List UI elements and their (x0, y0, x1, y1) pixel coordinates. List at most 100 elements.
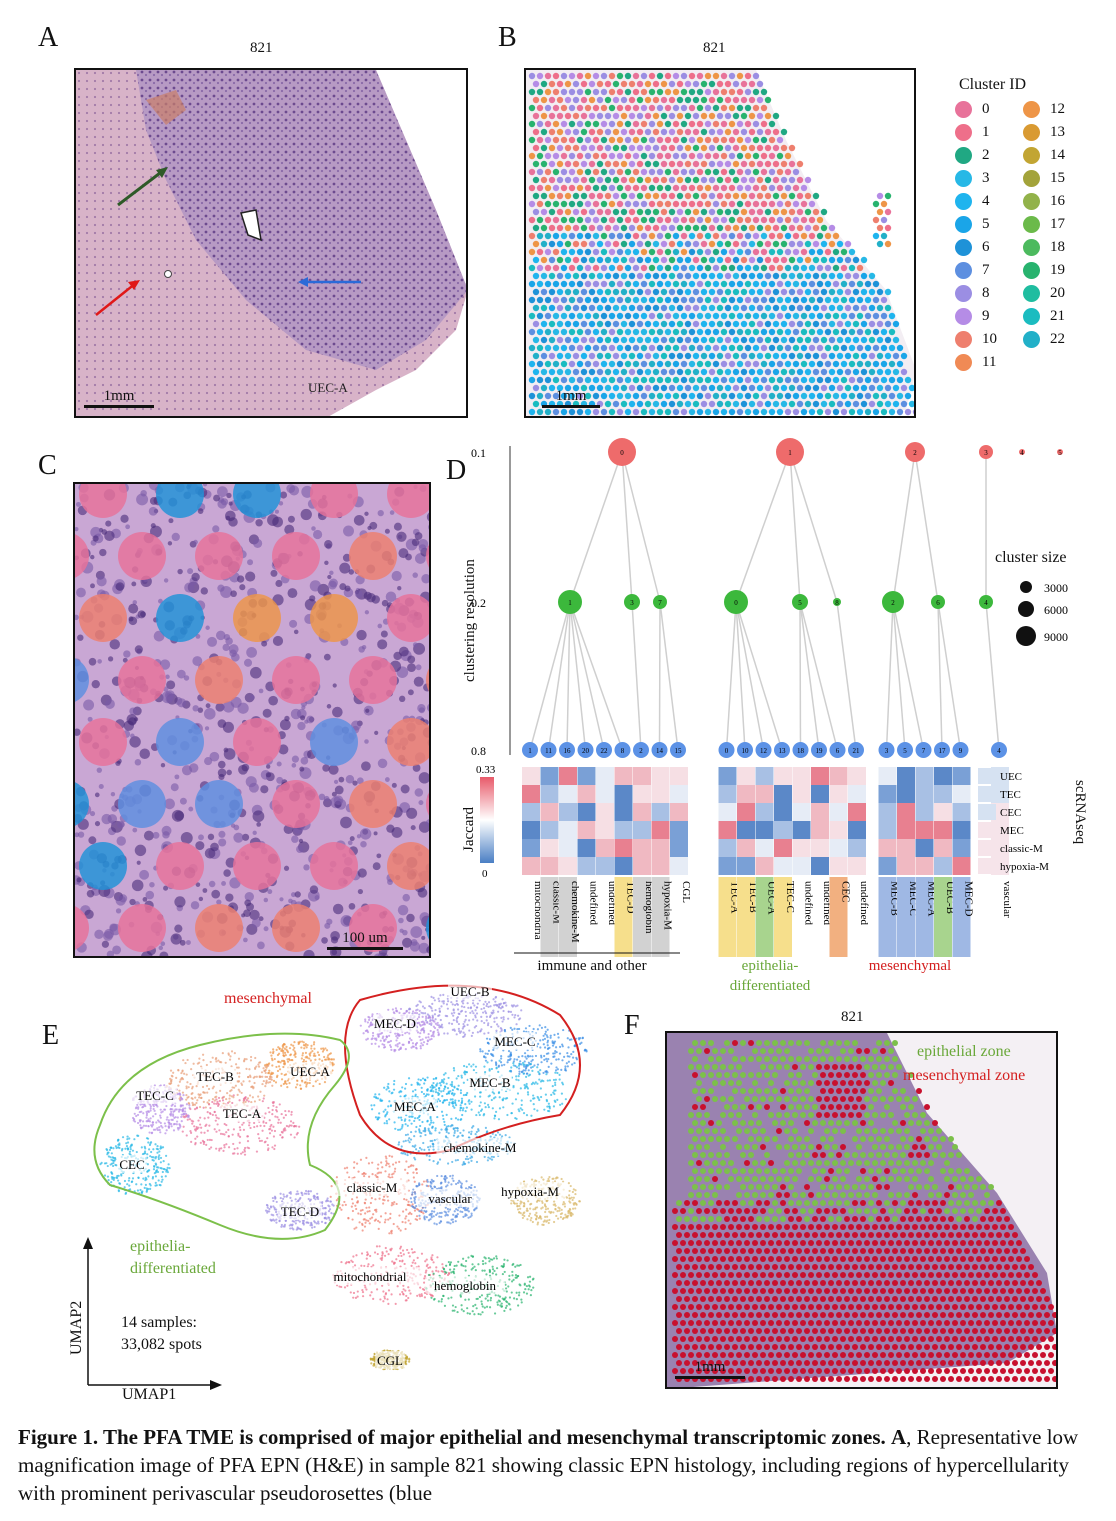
zone-spot (748, 1152, 754, 1158)
zone-spot (944, 1256, 950, 1262)
zone-spot (848, 1160, 854, 1166)
spot (736, 232, 744, 240)
spot (792, 232, 800, 240)
spot (736, 264, 744, 272)
zone-spot (960, 1304, 966, 1310)
heatmap-cell (878, 785, 897, 803)
spot (768, 136, 776, 144)
spot (532, 224, 540, 232)
heatmap-cell (829, 821, 848, 839)
spot (740, 96, 748, 104)
spot (628, 240, 636, 248)
zone-spot (896, 1208, 902, 1214)
zone-spot (836, 1088, 842, 1094)
spot (704, 328, 712, 336)
spot (836, 368, 844, 376)
spot (572, 336, 580, 344)
spot (740, 80, 748, 88)
spot (568, 136, 576, 144)
zone-spot (792, 1320, 798, 1326)
spot (844, 352, 852, 360)
spot (580, 256, 588, 264)
zone-spot (1004, 1280, 1010, 1286)
spot (768, 264, 776, 272)
zone-spot (964, 1248, 970, 1254)
legend-label: 8 (982, 285, 990, 301)
spot (876, 208, 884, 216)
heatmap-cell (559, 767, 577, 785)
zone-spot (736, 1272, 742, 1278)
spot (620, 384, 628, 392)
spot (820, 384, 828, 392)
spot (540, 160, 548, 168)
zone-spot (880, 1128, 886, 1134)
zone-spot (728, 1320, 734, 1326)
spot (644, 224, 652, 232)
zone-spot (720, 1112, 726, 1118)
spot (700, 240, 708, 248)
spot (756, 240, 764, 248)
svg-text:18: 18 (797, 747, 805, 755)
spot (556, 128, 564, 136)
spot (784, 360, 792, 368)
zone-spot (700, 1152, 706, 1158)
spot (640, 136, 648, 144)
spot (692, 368, 700, 376)
spot (664, 312, 672, 320)
spot (652, 304, 660, 312)
spot (820, 400, 828, 408)
zone-spot (836, 1056, 842, 1062)
spot (540, 240, 548, 248)
zone-spot (800, 1336, 806, 1342)
zone-spot (772, 1376, 778, 1382)
spot (616, 312, 624, 320)
zone-spot (856, 1048, 862, 1054)
zone-spot (728, 1064, 734, 1070)
spot (700, 208, 708, 216)
spot (732, 112, 740, 120)
zone-spot (1012, 1328, 1018, 1334)
spot (872, 232, 880, 240)
zone-spot (808, 1352, 814, 1358)
spot (624, 232, 632, 240)
zone-spot (788, 1296, 794, 1302)
zone-spot (812, 1232, 818, 1238)
zone-spot (692, 1232, 698, 1238)
spot (712, 280, 720, 288)
heatmap-cell (540, 821, 559, 839)
spot (604, 352, 612, 360)
spot (620, 320, 628, 328)
zone-spot (780, 1344, 786, 1350)
spot (620, 288, 628, 296)
spot (828, 288, 836, 296)
zone-spot (1048, 1368, 1054, 1374)
zone-spot (1020, 1376, 1026, 1382)
spot (852, 288, 860, 296)
spot (908, 384, 914, 392)
spot (564, 80, 572, 88)
spot (732, 256, 740, 264)
zone-spot (972, 1216, 978, 1222)
zone-spot (816, 1208, 822, 1214)
zone-spot (956, 1152, 962, 1158)
zone-spot (772, 1136, 778, 1142)
zone-spot (828, 1280, 834, 1286)
spot (732, 144, 740, 152)
spot (616, 264, 624, 272)
spot (880, 296, 888, 304)
spot (660, 368, 668, 376)
zone-spot (940, 1200, 946, 1206)
spot (840, 360, 848, 368)
zone-spot (892, 1328, 898, 1334)
spot (387, 842, 429, 890)
zone-spot (832, 1352, 838, 1358)
spot (576, 120, 584, 128)
spot (584, 344, 592, 352)
zone-spot (824, 1048, 830, 1054)
spot (608, 408, 616, 416)
zone-spot (820, 1280, 826, 1286)
zone-spot (856, 1064, 862, 1070)
zone-spot (772, 1056, 778, 1062)
heatmap-cell (559, 803, 577, 821)
spot (876, 192, 884, 200)
